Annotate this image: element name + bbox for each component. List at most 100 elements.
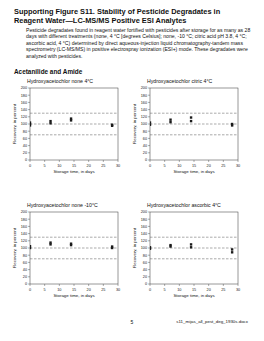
x-tick	[164, 284, 165, 286]
y-tick-label: 80	[143, 130, 147, 134]
y-tick-label: 20	[23, 275, 27, 279]
x-tick-label: 0	[29, 164, 31, 168]
x-tick	[103, 284, 104, 286]
y-tick	[148, 212, 150, 213]
y-tick-label: 40	[143, 268, 147, 272]
x-tick-label: 30	[236, 164, 240, 168]
x-tick	[30, 160, 31, 162]
y-tick	[28, 284, 30, 285]
reference-line	[30, 134, 118, 135]
x-tick-label: 5	[164, 288, 166, 292]
y-tick	[148, 160, 150, 161]
data-point	[30, 245, 31, 247]
data-point	[70, 242, 72, 244]
y-tick-label: 140	[141, 108, 147, 112]
y-tick-label: 200	[141, 210, 147, 214]
y-tick-label: 180	[21, 94, 27, 98]
x-tick	[164, 160, 165, 162]
x-tick	[150, 284, 151, 286]
x-tick	[103, 160, 104, 162]
x-tick-label: 20	[87, 288, 91, 292]
y-tick-label: 160	[21, 225, 27, 229]
x-tick	[208, 284, 209, 286]
y-tick	[148, 145, 150, 146]
y-tick-label: 80	[143, 254, 147, 258]
y-tick	[148, 240, 150, 241]
y-tick	[148, 95, 150, 96]
x-tick-label: 10	[57, 288, 61, 292]
file-name: s11_mijas_all_pest_deg_1930s.docx	[176, 319, 248, 324]
y-tick-label: 60	[23, 261, 27, 265]
y-tick-label: 200	[21, 86, 27, 90]
data-point	[49, 120, 51, 122]
y-tick-label: 120	[21, 239, 27, 243]
y-tick-label: 120	[21, 115, 27, 119]
y-tick	[28, 160, 30, 161]
page-title: Supporting Figure S11. Stability of Pest…	[14, 7, 250, 25]
data-point	[169, 118, 171, 120]
x-tick-label: 30	[116, 288, 120, 292]
y-tick	[28, 95, 30, 96]
x-tick	[208, 160, 209, 162]
x-tick-label: 15	[192, 288, 196, 292]
x-tick-label: 5	[164, 164, 166, 168]
y-tick-label: 140	[21, 232, 27, 236]
y-tick	[28, 109, 30, 110]
data-point	[231, 251, 233, 253]
reference-line	[150, 258, 238, 259]
y-tick	[28, 212, 30, 213]
y-tick	[148, 152, 150, 153]
y-axis-label: Recovery, in percent	[12, 227, 17, 268]
chart-title: Hydroxyacetochlor none 4°C	[27, 78, 93, 84]
x-tick	[118, 284, 119, 286]
reference-line	[30, 237, 118, 238]
y-tick	[148, 88, 150, 89]
x-tick	[30, 284, 31, 286]
y-tick-label: 20	[143, 275, 147, 279]
x-axis-label: Storage time, in days	[53, 293, 95, 298]
x-tick-label: 25	[221, 288, 225, 292]
x-tick	[74, 284, 75, 286]
x-tick	[179, 160, 180, 162]
data-point	[150, 124, 151, 126]
reference-line	[30, 124, 118, 125]
x-tick-label: 5	[44, 288, 46, 292]
y-tick	[28, 131, 30, 132]
y-tick-label: 140	[141, 232, 147, 236]
x-tick-label: 5	[44, 164, 46, 168]
x-tick-label: 0	[149, 164, 151, 168]
y-tick	[148, 219, 150, 220]
y-tick-label: 100	[141, 122, 147, 126]
reference-line	[150, 248, 238, 249]
chart-title: Hydroxyacetochlor ascorbic 4°C	[147, 202, 221, 208]
y-tick	[148, 248, 150, 249]
x-tick	[44, 284, 45, 286]
x-tick-label: 15	[72, 288, 76, 292]
y-axis-label: Recovery, in percent	[132, 103, 137, 144]
x-tick	[88, 284, 89, 286]
y-tick-label: 180	[21, 218, 27, 222]
y-tick	[148, 124, 150, 125]
reference-line	[150, 113, 238, 114]
y-tick-label: 40	[23, 144, 27, 148]
y-tick	[148, 116, 150, 117]
y-tick-label: 180	[141, 94, 147, 98]
y-tick	[28, 240, 30, 241]
description: Pesticide degradates found in reagent wa…	[26, 27, 252, 59]
y-tick-label: 60	[143, 261, 147, 265]
y-tick-label: 0	[145, 282, 147, 286]
y-tick-label: 20	[143, 151, 147, 155]
x-tick	[118, 160, 119, 162]
charts: Hydroxyacetochlor none 4°C02040608010012…	[0, 0, 264, 341]
data-point	[231, 248, 233, 250]
x-tick-label: 10	[177, 164, 181, 168]
plot-frame	[30, 88, 118, 160]
plot-area	[30, 237, 118, 259]
data-point	[169, 244, 171, 246]
x-tick	[59, 284, 60, 286]
data-point	[169, 121, 171, 123]
y-tick-label: 120	[141, 115, 147, 119]
x-tick-label: 30	[116, 164, 120, 168]
y-tick	[28, 116, 30, 117]
reference-line	[30, 248, 118, 249]
